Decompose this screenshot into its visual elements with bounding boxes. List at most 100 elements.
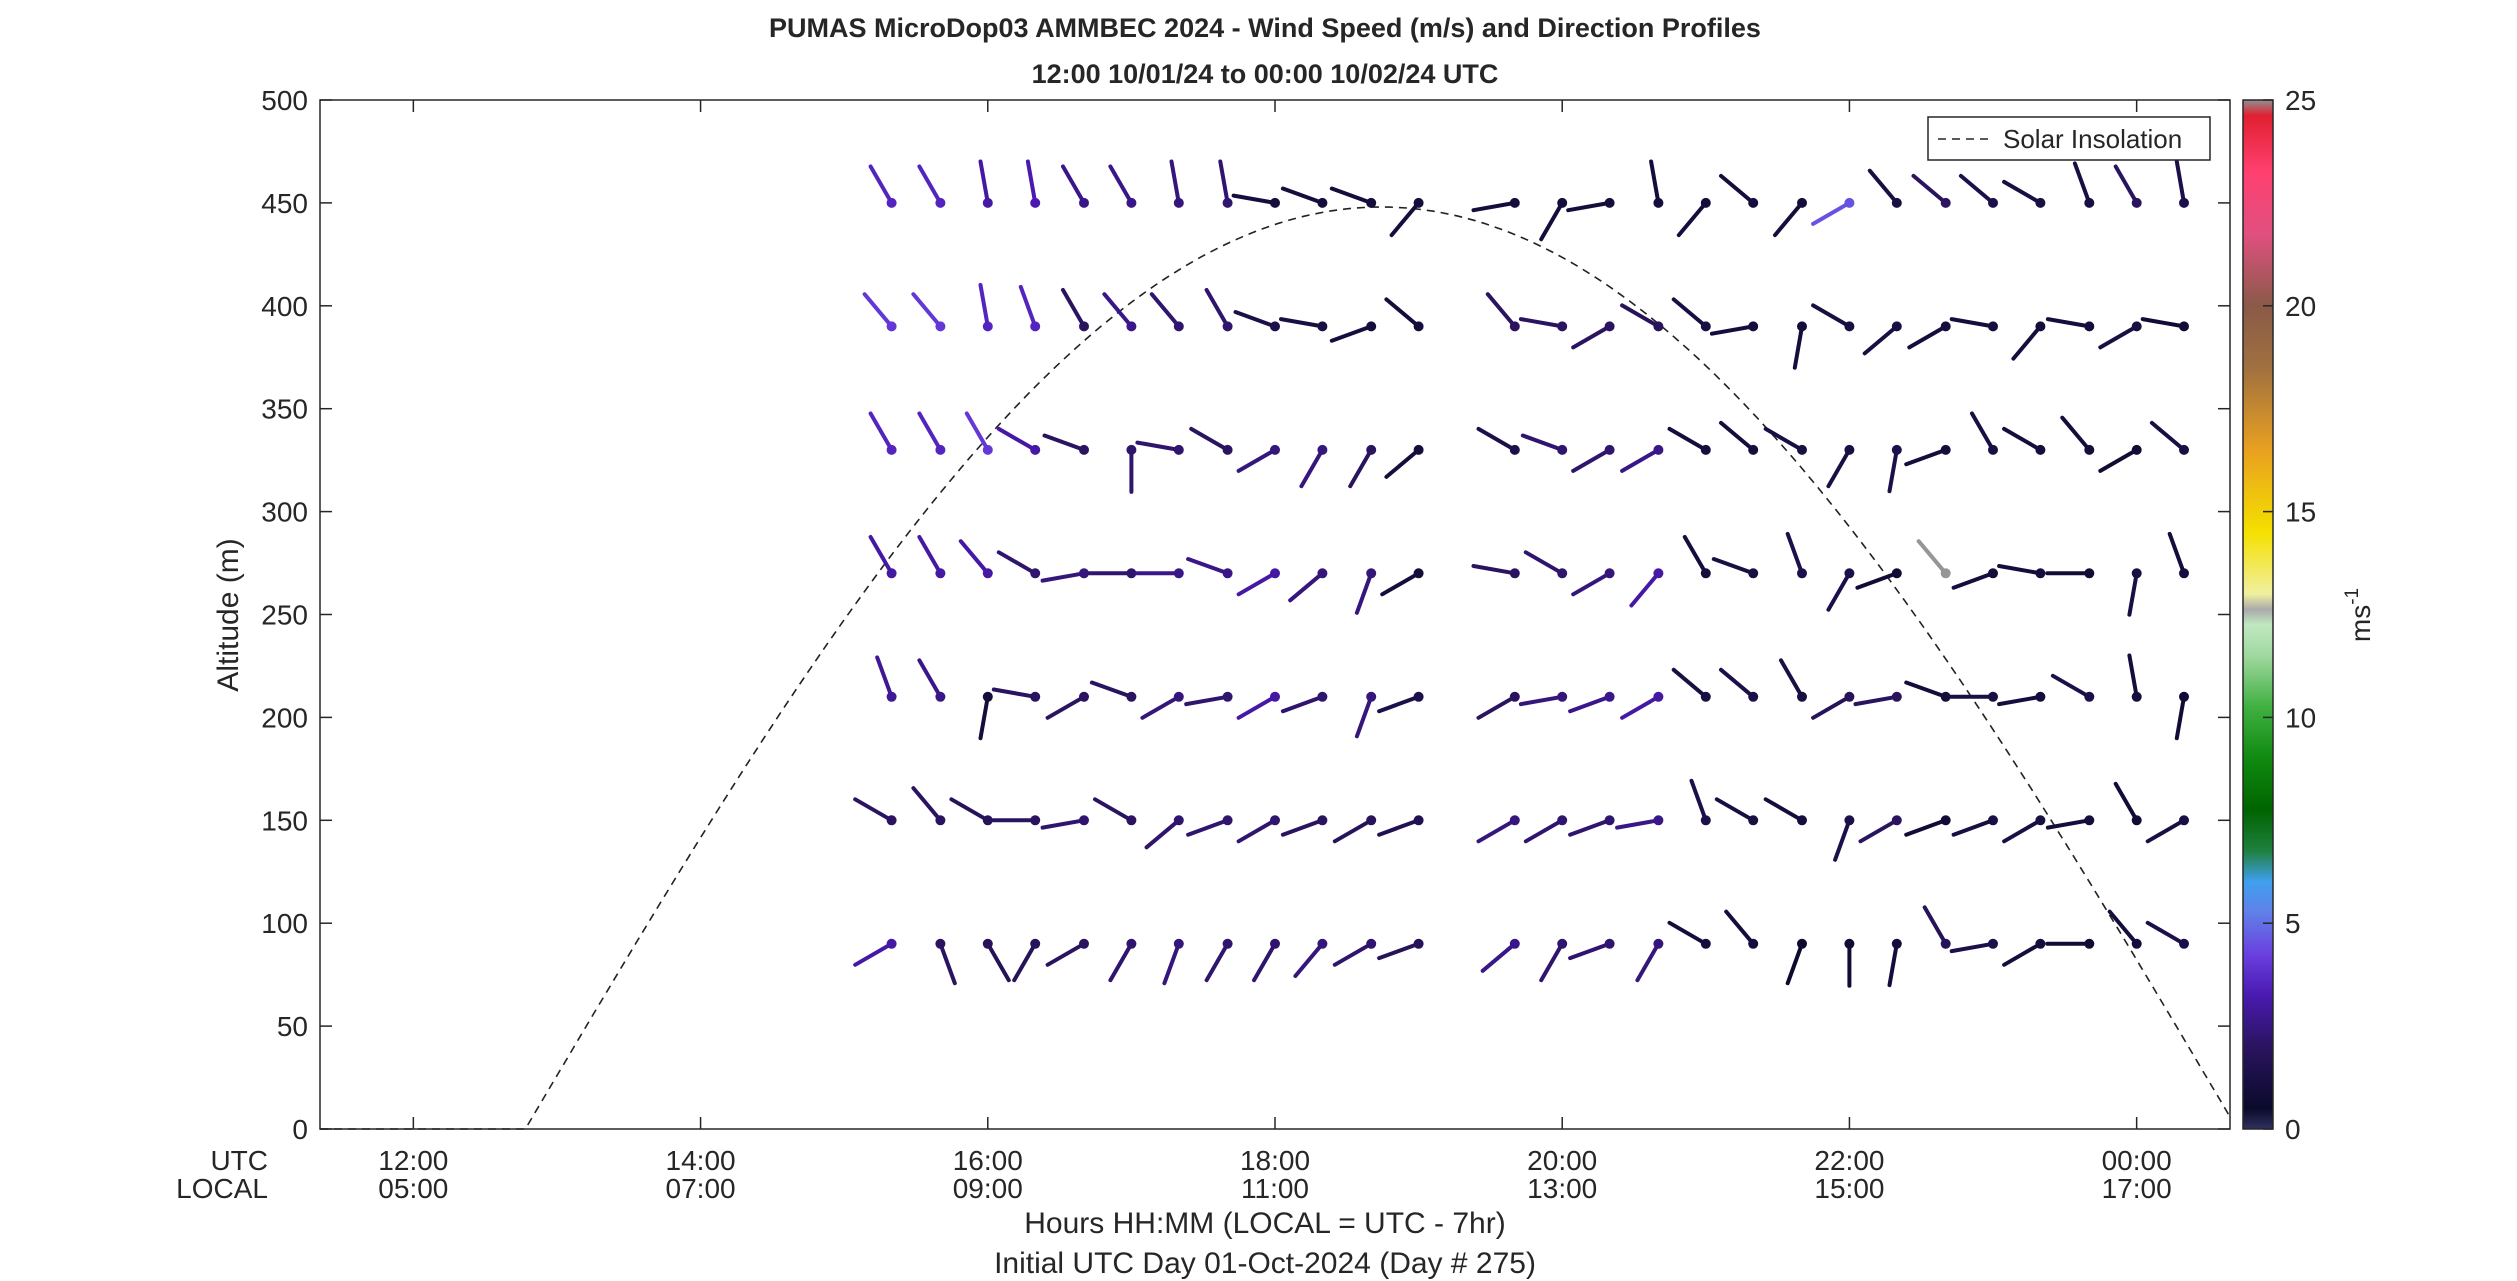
wind-barb-shaft xyxy=(1045,694,1086,720)
wind-barb-point xyxy=(1797,197,1807,208)
wind-barb-point xyxy=(1557,444,1568,455)
wind-barb-point xyxy=(1222,568,1233,579)
wind-barb-shaft xyxy=(1539,941,1565,983)
x-axis-sublabel: Initial UTC Day 01-Oct-2024 (Day # 275) xyxy=(994,1247,1536,1280)
wind-barb-point xyxy=(2035,938,2046,949)
wind-barb-shaft xyxy=(1571,447,1612,473)
wind-barb-shaft xyxy=(2011,324,2043,361)
wind-barb-shaft xyxy=(2174,694,2186,741)
wind-barb-point xyxy=(1653,691,1664,702)
wind-barb-point xyxy=(1988,197,1998,208)
colorbar-tick-label: 10 xyxy=(2285,702,2316,733)
wind-barb-shaft xyxy=(1862,324,1899,356)
wind-barb-shaft xyxy=(2113,781,2139,823)
wind-barb-point xyxy=(1126,938,1137,949)
x-tick-label-utc: 22:00 xyxy=(1814,1145,1884,1176)
wind-barb-point xyxy=(1604,568,1615,579)
wind-barb-shaft xyxy=(2140,317,2186,329)
wind-barb-point xyxy=(2035,691,2046,702)
wind-barb-point xyxy=(982,691,993,702)
y-axis-ticks: 0 50 100 150 200 250 300 350 400 450 500 xyxy=(261,85,2230,1145)
wind-barb-shaft xyxy=(938,941,957,986)
wind-barb-point xyxy=(2131,444,2142,455)
wind-barb-shaft xyxy=(1763,426,1804,452)
wind-barb-point xyxy=(2035,197,2046,208)
wind-barb-shaft xyxy=(911,292,943,329)
wind-barb-point xyxy=(1797,568,1807,579)
wind-barb-shaft xyxy=(1384,297,1421,329)
wind-barb-shaft xyxy=(1354,571,1374,615)
wind-barb-shaft xyxy=(996,550,1038,576)
y-tick-label: 350 xyxy=(261,394,308,425)
wind-barb-shaft xyxy=(1236,447,1277,473)
wind-barb-shaft xyxy=(1236,571,1277,597)
wind-barb-point xyxy=(2084,938,2095,949)
y-tick-label: 400 xyxy=(261,291,308,322)
wind-barb-shaft xyxy=(1709,324,1756,336)
wind-barb-point xyxy=(1126,815,1137,826)
wind-barb-shaft xyxy=(1763,797,1804,823)
wind-barb-shaft xyxy=(1184,694,1230,707)
wind-barb-point xyxy=(1222,321,1233,332)
wind-barb-point xyxy=(1270,815,1280,826)
wind-barb-point xyxy=(982,444,993,455)
wind-barb-shaft xyxy=(1332,941,1374,967)
wind-barb-point xyxy=(1700,197,1711,208)
wind-barb-point xyxy=(886,568,897,579)
y-tick-label: 450 xyxy=(261,188,308,219)
wind-barb-shaft xyxy=(1724,909,1756,946)
wind-barb-point xyxy=(982,568,993,579)
wind-barb-shaft xyxy=(1792,324,1804,370)
wind-barb-point xyxy=(1317,938,1328,949)
wind-barb-point xyxy=(1604,197,1615,208)
wind-barb-shaft xyxy=(1018,284,1038,329)
wind-barb-shaft xyxy=(1785,941,1804,986)
wind-barb-point xyxy=(1604,691,1615,702)
wind-barb-shaft xyxy=(2002,179,2043,205)
wind-barb-point xyxy=(1317,691,1328,702)
wind-barb-point xyxy=(1509,197,1520,208)
wind-barb-shaft xyxy=(2127,571,2139,617)
wind-barb-point xyxy=(1126,444,1137,455)
wind-barb-point xyxy=(1270,197,1280,208)
wind-barb-point xyxy=(1653,938,1664,949)
wind-barb-shaft xyxy=(1231,193,1277,205)
wind-barb-point xyxy=(886,815,897,826)
wind-barb-point xyxy=(1366,691,1377,702)
wind-barb-point xyxy=(1413,691,1424,702)
y-tick-label: 300 xyxy=(261,497,308,528)
wind-barb-point xyxy=(1797,444,1807,455)
wind-barb-shaft xyxy=(1204,288,1230,329)
wind-barb-point xyxy=(1173,938,1184,949)
wind-barb-point xyxy=(1270,938,1280,949)
y-tick-label: 150 xyxy=(261,805,308,836)
wind-barb-shaft xyxy=(1108,164,1134,205)
wind-barb-point xyxy=(1844,691,1855,702)
x-axis-label: Hours HH:MM (LOCAL = UTC - 7hr) xyxy=(1024,1207,1505,1240)
wind-barb-shaft xyxy=(1671,297,1708,329)
x-tick-label-utc: 20:00 xyxy=(1527,1145,1597,1176)
wind-barb-shaft xyxy=(1568,818,1612,837)
wind-barb-point xyxy=(982,815,993,826)
wind-barb-point xyxy=(1509,444,1520,455)
wind-barb-shaft xyxy=(1233,310,1277,329)
wind-barb-shaft xyxy=(1135,440,1181,452)
wind-barb-point xyxy=(1030,815,1041,826)
wind-barb-shaft xyxy=(917,658,943,699)
wind-barb-shaft xyxy=(1042,433,1086,452)
legend-label-solar: Solar Insolation xyxy=(2003,124,2182,154)
wind-barb-shaft xyxy=(1040,818,1086,830)
wind-barb-point xyxy=(2084,568,2095,579)
wind-barb-point xyxy=(935,444,946,455)
wind-barb-shaft xyxy=(2127,653,2139,699)
wind-barb-point xyxy=(1222,197,1233,208)
wind-barb-shaft xyxy=(2149,420,2186,452)
wind-barb-point xyxy=(1413,568,1424,579)
wind-barb-shaft xyxy=(1620,694,1661,720)
wind-barb-point xyxy=(2179,815,2189,826)
wind-barb-shaft xyxy=(1676,200,1708,238)
wind-barb-point xyxy=(935,691,946,702)
wind-barb-point xyxy=(2131,321,2142,332)
